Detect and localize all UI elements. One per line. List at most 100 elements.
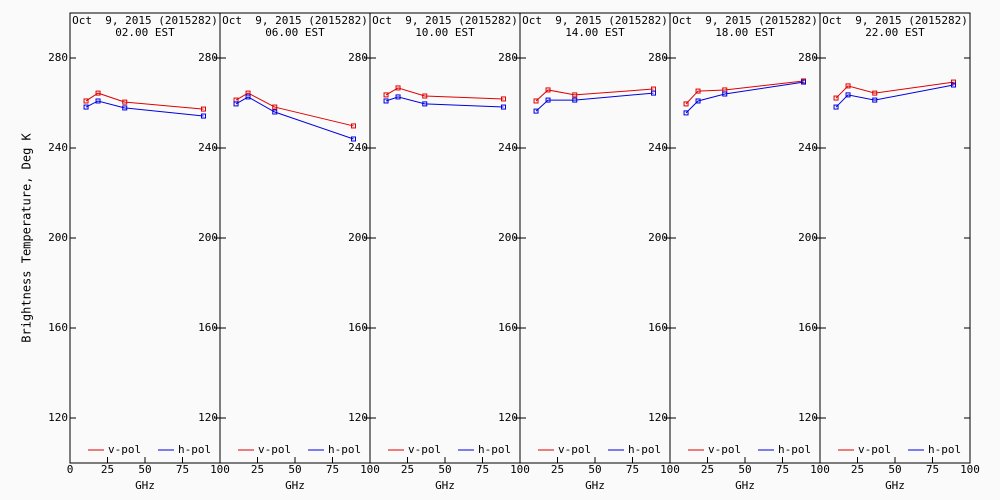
legend-label: v-pol: [108, 443, 141, 456]
point-marker: [533, 108, 539, 114]
point-marker: [501, 104, 506, 110]
point-marker: [833, 95, 839, 101]
point-marker: [501, 96, 506, 102]
x-tick-label: 50: [888, 463, 901, 476]
point-marker: [533, 98, 539, 104]
panel-title: Oct 9, 2015 (2015282): [522, 14, 668, 27]
point-marker: [95, 90, 101, 96]
legend-label: v-pol: [258, 443, 291, 456]
panel-subtitle: 14.00 EST: [565, 26, 625, 39]
legend-label: h-pol: [328, 443, 361, 456]
point-marker: [395, 94, 401, 100]
series-line: [85, 92, 204, 110]
point-marker: [683, 101, 689, 107]
x-tick-label: 25: [851, 463, 864, 476]
point-marker: [951, 82, 956, 88]
point-marker: [383, 92, 389, 98]
point-marker: [83, 104, 89, 110]
legend-label: h-pol: [778, 443, 811, 456]
panel-title: Oct 9, 2015 (2015282): [372, 14, 518, 27]
plot-frame: [519, 12, 671, 464]
panel-subtitle: 02.00 EST: [115, 26, 175, 39]
y-tick-label: 160: [648, 321, 668, 334]
point-marker: [272, 104, 278, 110]
y-tick-label: 280: [48, 51, 68, 64]
panel-subtitle: 22.00 EST: [865, 26, 925, 39]
x-tick-label: 75: [476, 463, 489, 476]
x-axis-label: GHz: [585, 479, 605, 492]
x-tick-label: 75: [626, 463, 639, 476]
plot-frame: [69, 12, 221, 464]
point-marker: [201, 113, 206, 119]
point-marker: [872, 97, 878, 103]
y-tick-label: 280: [498, 51, 518, 64]
point-marker: [83, 98, 89, 104]
panel-subtitle: 10.00 EST: [415, 26, 475, 39]
x-tick-label: 50: [138, 463, 151, 476]
y-tick-label: 160: [348, 321, 368, 334]
x-tick-label: 25: [401, 463, 414, 476]
point-marker: [122, 99, 128, 105]
x-tick-label: 50: [438, 463, 451, 476]
x-axis-label: GHz: [285, 479, 305, 492]
y-tick-label: 200: [498, 231, 518, 244]
legend-label: h-pol: [628, 443, 661, 456]
y-tick-label: 240: [198, 141, 218, 154]
series-line: [535, 92, 654, 112]
point-marker: [845, 92, 851, 98]
y-tick-label: 120: [198, 411, 218, 424]
point-marker: [833, 104, 839, 110]
point-marker: [351, 123, 356, 129]
series-line: [835, 81, 954, 99]
y-tick-label: 200: [348, 231, 368, 244]
y-tick-label: 160: [498, 321, 518, 334]
y-tick-label: 160: [798, 321, 818, 334]
series-line: [685, 81, 804, 114]
x-tick-label: 25: [551, 463, 564, 476]
point-marker: [383, 98, 389, 104]
x-tick-label: 100: [210, 463, 230, 476]
point-marker: [683, 110, 689, 116]
x-tick-label: 75: [176, 463, 189, 476]
series-line: [85, 100, 204, 117]
panel-title: Oct 9, 2015 (2015282): [822, 14, 968, 27]
y-tick-label: 120: [348, 411, 368, 424]
point-marker: [722, 91, 728, 97]
point-marker: [872, 90, 878, 96]
y-tick-label: 200: [48, 231, 68, 244]
point-marker: [695, 88, 701, 94]
x-tick-label: 100: [660, 463, 680, 476]
legend-label: v-pol: [558, 443, 591, 456]
y-tick-label: 120: [48, 411, 68, 424]
y-tick-label: 240: [498, 141, 518, 154]
panel-title: Oct 9, 2015 (2015282): [672, 14, 818, 27]
legend-label: h-pol: [178, 443, 211, 456]
series-line: [535, 88, 654, 102]
legend-label: h-pol: [928, 443, 961, 456]
x-axis-label: GHz: [135, 479, 155, 492]
x-tick-label: 75: [926, 463, 939, 476]
legend-label: h-pol: [478, 443, 511, 456]
point-marker: [395, 85, 401, 91]
y-tick-label: 280: [648, 51, 668, 64]
y-axis-label: Brightness Temperature, Deg K: [20, 132, 34, 342]
x-tick-label: 100: [960, 463, 980, 476]
x-tick-label: 50: [288, 463, 301, 476]
x-tick-label: 25: [251, 463, 264, 476]
series-line: [835, 84, 954, 108]
point-marker: [272, 109, 278, 115]
x-axis-label: GHz: [435, 479, 455, 492]
x-tick-label: 100: [510, 463, 530, 476]
x-tick-label: 50: [588, 463, 601, 476]
x-tick-label: 100: [810, 463, 830, 476]
panel-title: Oct 9, 2015 (2015282): [222, 14, 368, 27]
x-tick-label: 100: [360, 463, 380, 476]
point-marker: [95, 98, 101, 104]
y-tick-label: 240: [798, 141, 818, 154]
legend-label: v-pol: [858, 443, 891, 456]
panel-title: Oct 9, 2015 (2015282): [72, 14, 218, 27]
y-tick-label: 280: [348, 51, 368, 64]
point-marker: [572, 92, 578, 98]
point-marker: [801, 79, 806, 85]
